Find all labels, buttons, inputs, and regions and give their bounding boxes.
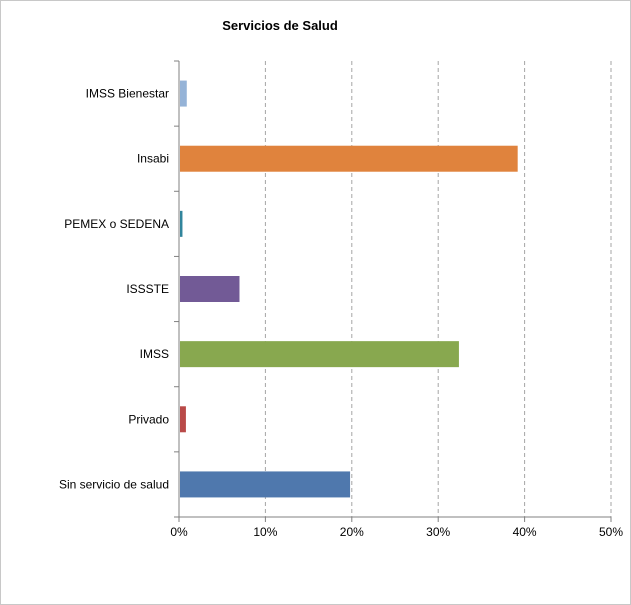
category-label: Privado [128, 412, 169, 426]
bar [180, 210, 183, 237]
x-tick-label: 40% [513, 525, 537, 539]
bar [180, 145, 518, 172]
bar [180, 341, 459, 368]
category-label: Insabi [137, 152, 169, 166]
bar [180, 471, 351, 498]
gridlines [264, 61, 612, 517]
labels: 0% 10% 20% 30% 40% 50% IMSS Bienestar Insabi PEM… [59, 87, 623, 539]
axes [174, 60, 612, 522]
chart-title: Servicios de Salud [222, 18, 338, 33]
x-tick-label: 10% [253, 525, 277, 539]
bar [180, 406, 186, 433]
bars [180, 80, 518, 498]
x-tick-label: 30% [426, 525, 450, 539]
category-label: PEMEX o SEDENA [64, 217, 169, 231]
x-tick-label: 20% [340, 525, 364, 539]
category-label: ISSSTE [126, 282, 169, 296]
bar [180, 80, 187, 107]
x-tick-label: 50% [599, 525, 623, 539]
x-tick-label: 0% [170, 525, 188, 539]
category-label: IMSS Bienestar [86, 87, 169, 101]
category-label: IMSS [140, 347, 169, 361]
bar [180, 276, 240, 302]
category-label: Sin servicio de salud [59, 477, 169, 491]
